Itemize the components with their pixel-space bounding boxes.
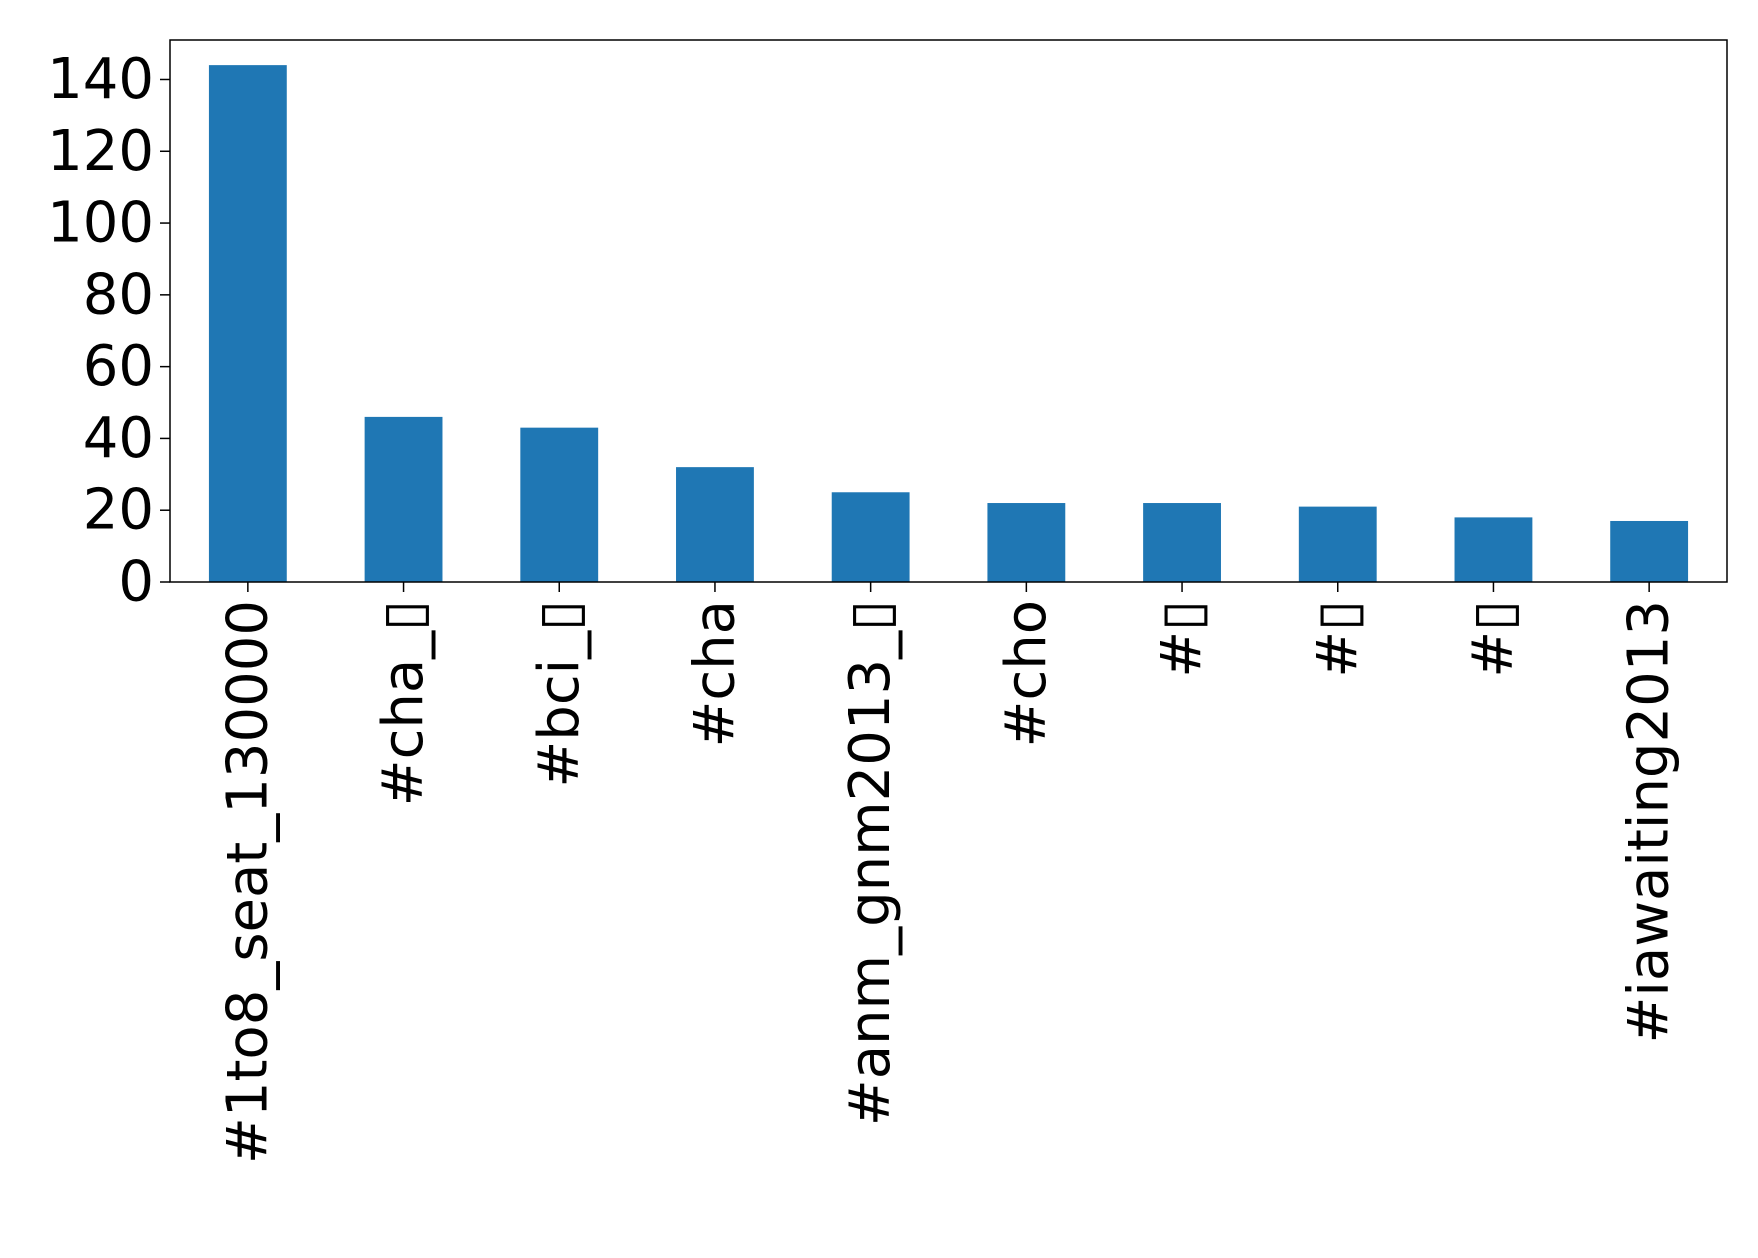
y-tick-label: 60	[83, 334, 154, 399]
x-tick-label: #iawaiting2013	[1617, 600, 1682, 1044]
x-tick-label: #1to8_seat_130000	[215, 600, 280, 1164]
y-tick-label: 80	[83, 262, 154, 327]
x-tick-label: #cha_▯	[371, 600, 436, 806]
plot-frame	[169, 39, 1728, 583]
bar-10	[1610, 520, 1689, 582]
x-tick-label: #bci_▯	[527, 600, 592, 788]
x-tick-label: #▯	[1305, 600, 1370, 678]
bar-2	[364, 416, 443, 582]
bar-6	[987, 503, 1066, 582]
x-tick-label: #anm_gnm2013_▯	[838, 600, 903, 1126]
y-tick-label: 40	[83, 406, 154, 471]
x-tick-label: #cha	[682, 600, 747, 748]
bar-group	[208, 65, 1689, 582]
y-tick-label: 0	[118, 550, 154, 615]
bar-7	[1143, 503, 1221, 582]
x-tick-label: #cho	[994, 600, 1059, 747]
bar-5	[831, 492, 910, 582]
y-tick-label: 140	[47, 47, 154, 112]
bar-1	[208, 65, 287, 582]
bar-9	[1454, 517, 1533, 582]
bar-8	[1298, 506, 1377, 582]
y-tick-label: 20	[83, 478, 154, 543]
y-tick-label: 120	[47, 119, 154, 184]
x-tick-label: #▯	[1461, 600, 1526, 678]
y-tick-label: 100	[47, 191, 154, 256]
bar-4	[676, 467, 754, 582]
x-tick-label: #▯	[1150, 600, 1215, 678]
x-axis: #1to8_seat_130000 #cha_▯ #bci_▯ #cha #anm_gn…	[215, 582, 1682, 1164]
bar-3	[520, 427, 599, 582]
